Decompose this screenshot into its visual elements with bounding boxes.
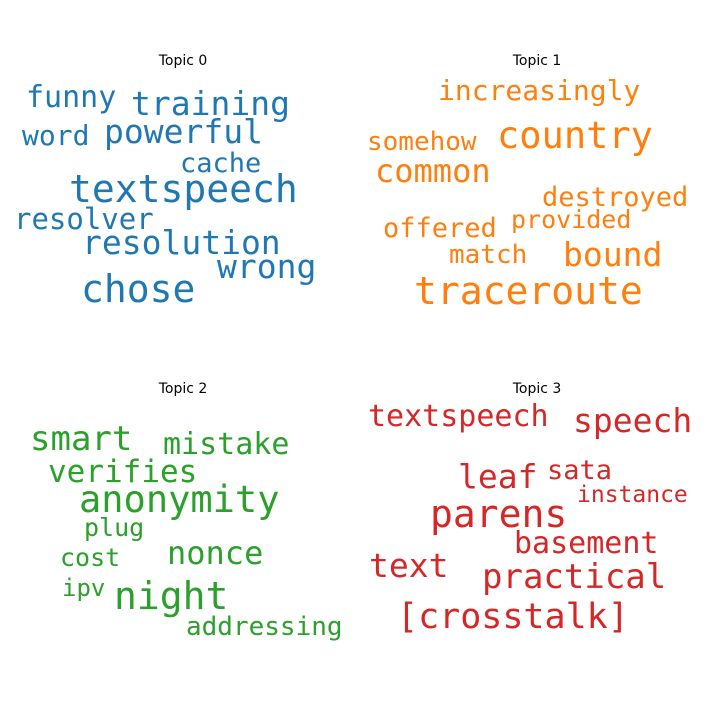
topic-3-word: parens bbox=[430, 492, 567, 536]
topic-0-word: powerful bbox=[104, 112, 263, 151]
topic-3-word: instance bbox=[577, 482, 688, 508]
topic-3-title: Topic 3 bbox=[512, 381, 562, 397]
topic-1-word: increasingly bbox=[438, 74, 640, 107]
topic-0-title: Topic 0 bbox=[158, 53, 208, 69]
topic-3-word: leaf bbox=[458, 457, 537, 496]
topic-0-word: resolution bbox=[82, 223, 281, 262]
topic-2-word: anonymity bbox=[79, 478, 279, 521]
topic-2-word: nonce bbox=[167, 534, 263, 572]
topic-3-panel: Topic 3 textspeech speech leaf satainstance… bbox=[368, 381, 692, 637]
topic-0-word: cache bbox=[180, 148, 261, 179]
topic-2-word: night bbox=[114, 574, 228, 618]
topic-2-word: addressing bbox=[186, 612, 343, 642]
topic-2-title: Topic 2 bbox=[158, 381, 208, 397]
topic-1-word: destroyed bbox=[542, 182, 688, 213]
topic-0-word: word bbox=[22, 119, 89, 152]
topic-1-word: somehow bbox=[367, 127, 477, 157]
topic-2-word: verifies bbox=[48, 454, 197, 490]
topic-0-panel: Topic 0 funny training word powerfulcachete… bbox=[14, 53, 316, 311]
topic-1-word: match bbox=[449, 240, 527, 270]
topic-0-word: training bbox=[131, 84, 290, 123]
topic-2-word: mistake bbox=[163, 427, 289, 462]
topic-3-word: speech bbox=[573, 401, 692, 440]
topic-3-word: textspeech bbox=[368, 399, 549, 434]
topic-1-word: bound bbox=[563, 235, 662, 274]
topic-0-word: resolver bbox=[14, 202, 154, 236]
topic-1-word: offered bbox=[383, 213, 497, 244]
topic-3-word: [crosstalk] bbox=[397, 597, 629, 637]
topic-0-word: wrong bbox=[217, 247, 316, 286]
topic-0-word: textspeech bbox=[69, 167, 298, 211]
topic-1-word: provided bbox=[511, 205, 631, 234]
topic-3-word: sata bbox=[547, 455, 612, 486]
topic-0-word: chose bbox=[81, 267, 195, 311]
topic-1-word: traceroute bbox=[414, 269, 643, 313]
topic-3-word: basement bbox=[514, 526, 659, 561]
topic-2-word: plug bbox=[84, 513, 144, 542]
topic-2-word: cost bbox=[60, 543, 120, 572]
topic-0-word: funny bbox=[26, 80, 116, 115]
topic-3-word: text bbox=[369, 546, 448, 585]
topic-1-panel: Topic 1 increasingly somehow countrycommon… bbox=[367, 53, 688, 313]
topic-1-word: country bbox=[497, 114, 653, 157]
topic-1-title: Topic 1 bbox=[512, 53, 562, 69]
topic-2-panel: Topic 2 smart mistakeverifiesanonymityplu… bbox=[30, 381, 343, 642]
topic-2-word: ipv bbox=[62, 574, 105, 602]
topic-3-word: practical bbox=[482, 557, 666, 597]
topic-1-word: common bbox=[375, 152, 491, 190]
topic-2-word: smart bbox=[30, 419, 132, 459]
